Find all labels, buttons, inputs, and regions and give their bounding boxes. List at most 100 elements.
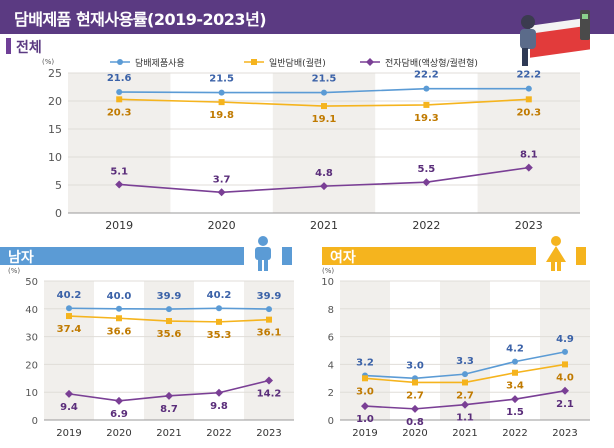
female-point: [511, 395, 519, 404]
male-point: [166, 318, 172, 325]
female-x-tick: 2022: [502, 428, 527, 439]
male-point: [65, 389, 73, 398]
female-data-label: 2.7: [456, 390, 474, 401]
overall-data-label: 19.3: [414, 113, 439, 124]
female-band: [340, 281, 390, 420]
male-x-tick: 2019: [56, 428, 81, 439]
overall-band: [477, 73, 580, 213]
female-unit-label: (%): [322, 267, 334, 275]
overall-point: [423, 85, 430, 92]
overall-data-label: 5.5: [418, 164, 436, 175]
overall-data-label: 8.1: [520, 150, 538, 161]
female-point: [512, 358, 518, 365]
overall-point: [422, 178, 431, 187]
female-point: [461, 400, 469, 409]
female-band: [440, 281, 490, 420]
person-head-icon: [521, 15, 535, 29]
female-x-tick: 2023: [552, 428, 577, 439]
male-data-label: 39.9: [257, 291, 282, 302]
overall-point: [321, 103, 327, 110]
male-data-label: 37.4: [57, 324, 82, 335]
overall-x-tick: 2022: [412, 219, 440, 232]
overall-data-label: 5.1: [110, 166, 128, 177]
overall-y-tick: 10: [48, 151, 62, 164]
male-point: [166, 306, 172, 313]
female-y-tick: 0: [328, 416, 334, 427]
overall-point: [116, 89, 123, 96]
overall-point: [321, 89, 327, 96]
male-x-tick: 2020: [106, 428, 131, 439]
male-y-tick: 0: [32, 416, 38, 427]
overall-unit-label: (%): [42, 58, 54, 66]
male-icon: [255, 236, 271, 271]
male-data-label: 8.7: [160, 404, 178, 415]
male-y-tick: 10: [25, 388, 38, 399]
female-data-label: 3.3: [456, 356, 474, 367]
female-icon: [546, 236, 566, 271]
female-data-label: 4.9: [556, 334, 574, 345]
female-y-tick: 4: [328, 360, 334, 371]
overall-point: [423, 101, 430, 108]
overall-x-tick: 2021: [310, 219, 338, 232]
overall-data-label: 22.2: [414, 70, 439, 81]
person-body-icon: [520, 29, 536, 49]
male-section-title: 남자: [8, 250, 34, 266]
male-x-tick: 2021: [156, 428, 181, 439]
female-data-label: 1.1: [456, 413, 474, 424]
legend-label: 전자담배(액상형/궐련형): [385, 57, 478, 69]
overall-data-label: 19.1: [312, 114, 337, 125]
male-data-label: 36.6: [107, 326, 132, 337]
male-point: [266, 316, 272, 323]
overall-x-tick: 2019: [105, 219, 133, 232]
male-point: [116, 315, 122, 322]
overall-point: [320, 182, 328, 191]
overall-point: [218, 99, 225, 106]
male-data-label: 40.2: [57, 290, 82, 301]
overall-point: [524, 163, 533, 172]
male-band: [244, 281, 294, 420]
male-point: [66, 313, 72, 320]
overall-point: [217, 188, 226, 197]
male-data-label: 35.3: [207, 330, 232, 341]
overall-data-label: 21.5: [209, 74, 234, 85]
female-point: [412, 379, 418, 386]
female-data-label: 0.8: [406, 417, 424, 428]
male-x-tick: 2022: [206, 428, 231, 439]
overall-data-label: 20.3: [516, 107, 541, 118]
female-data-label: 3.0: [406, 360, 424, 371]
overall-x-tick: 2023: [515, 219, 543, 232]
male-band: [44, 281, 94, 420]
male-data-label: 6.9: [110, 409, 128, 420]
cigarette-pack-top-icon: [530, 17, 590, 34]
legend-label: 담배제품사용: [135, 57, 185, 69]
overall-point: [525, 85, 532, 92]
male-data-label: 35.6: [157, 329, 182, 340]
female-section-bar: [322, 247, 536, 265]
smoker-illustration: [520, 10, 590, 66]
male-y-tick: 20: [25, 360, 38, 371]
device-light-icon: [582, 14, 588, 19]
overall-data-label: 19.8: [209, 110, 234, 121]
title-bar: 담배제품 현재사용률(2019-2023년): [0, 0, 614, 34]
female-x-tick: 2019: [352, 428, 377, 439]
overall-point: [525, 96, 532, 103]
female-data-label: 3.2: [356, 358, 374, 369]
overall-point: [116, 96, 123, 103]
overall-x-tick: 2020: [208, 219, 236, 232]
overall-point: [115, 180, 124, 189]
male-data-label: 9.4: [60, 402, 78, 413]
male-section-bar-end: [282, 247, 292, 265]
male-point: [265, 376, 273, 385]
male-point: [116, 305, 122, 312]
female-point: [361, 402, 369, 411]
overall-data-label: 22.2: [516, 70, 541, 81]
female-point: [562, 361, 568, 368]
overall-data-label: 21.6: [107, 73, 132, 84]
male-data-label: 9.8: [210, 401, 228, 412]
female-point: [561, 386, 569, 395]
female-y-tick: 2: [328, 388, 334, 399]
male-unit-label: (%): [8, 267, 20, 275]
male-data-label: 40.0: [107, 291, 132, 302]
female-point: [462, 371, 468, 378]
